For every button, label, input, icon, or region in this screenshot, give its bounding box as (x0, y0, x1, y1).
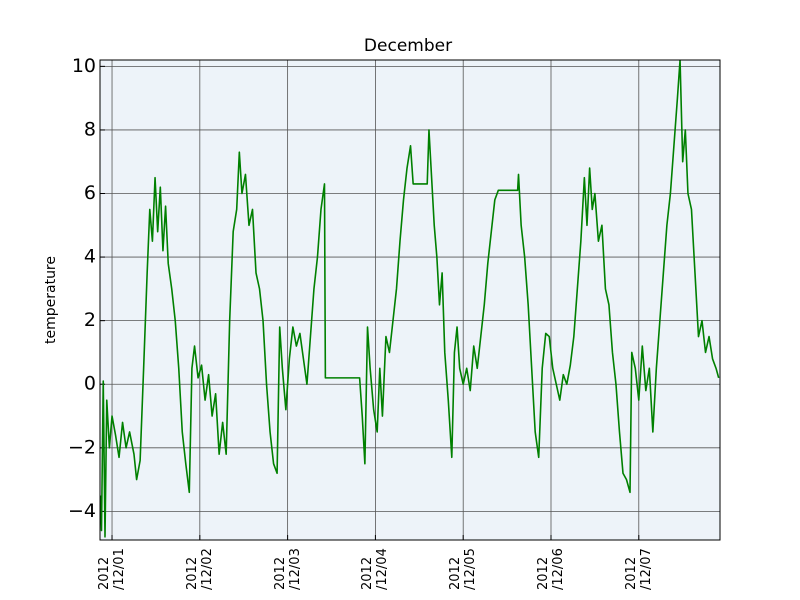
y-tick-label: 6 (84, 182, 96, 204)
y-tick-label: −4 (68, 500, 96, 522)
x-tick-label: 2012 /12/07 (623, 548, 654, 590)
x-tick-label: 2012 /12/04 (360, 548, 391, 590)
x-tick-label: 2012 /12/05 (448, 548, 479, 590)
plot-frame (99, 59, 721, 541)
y-tick-label: 4 (84, 246, 96, 268)
y-tick-label: −2 (68, 436, 96, 458)
x-tick-label: 2012 /12/01 (97, 548, 128, 590)
y-tick-label: 10 (72, 55, 96, 77)
x-tick-label: 2012 /12/03 (272, 548, 303, 590)
y-tick-label: 8 (84, 118, 96, 140)
y-axis-label: temperature (43, 256, 59, 344)
x-tick-label: 2012 /12/06 (535, 548, 566, 590)
y-tick-label: 0 (84, 373, 96, 395)
x-tick-label: 2012 /12/02 (184, 548, 215, 590)
y-tick-label: 2 (84, 309, 96, 331)
data-line (100, 60, 720, 538)
plot-area (100, 60, 720, 540)
chart-title: December (364, 36, 452, 56)
